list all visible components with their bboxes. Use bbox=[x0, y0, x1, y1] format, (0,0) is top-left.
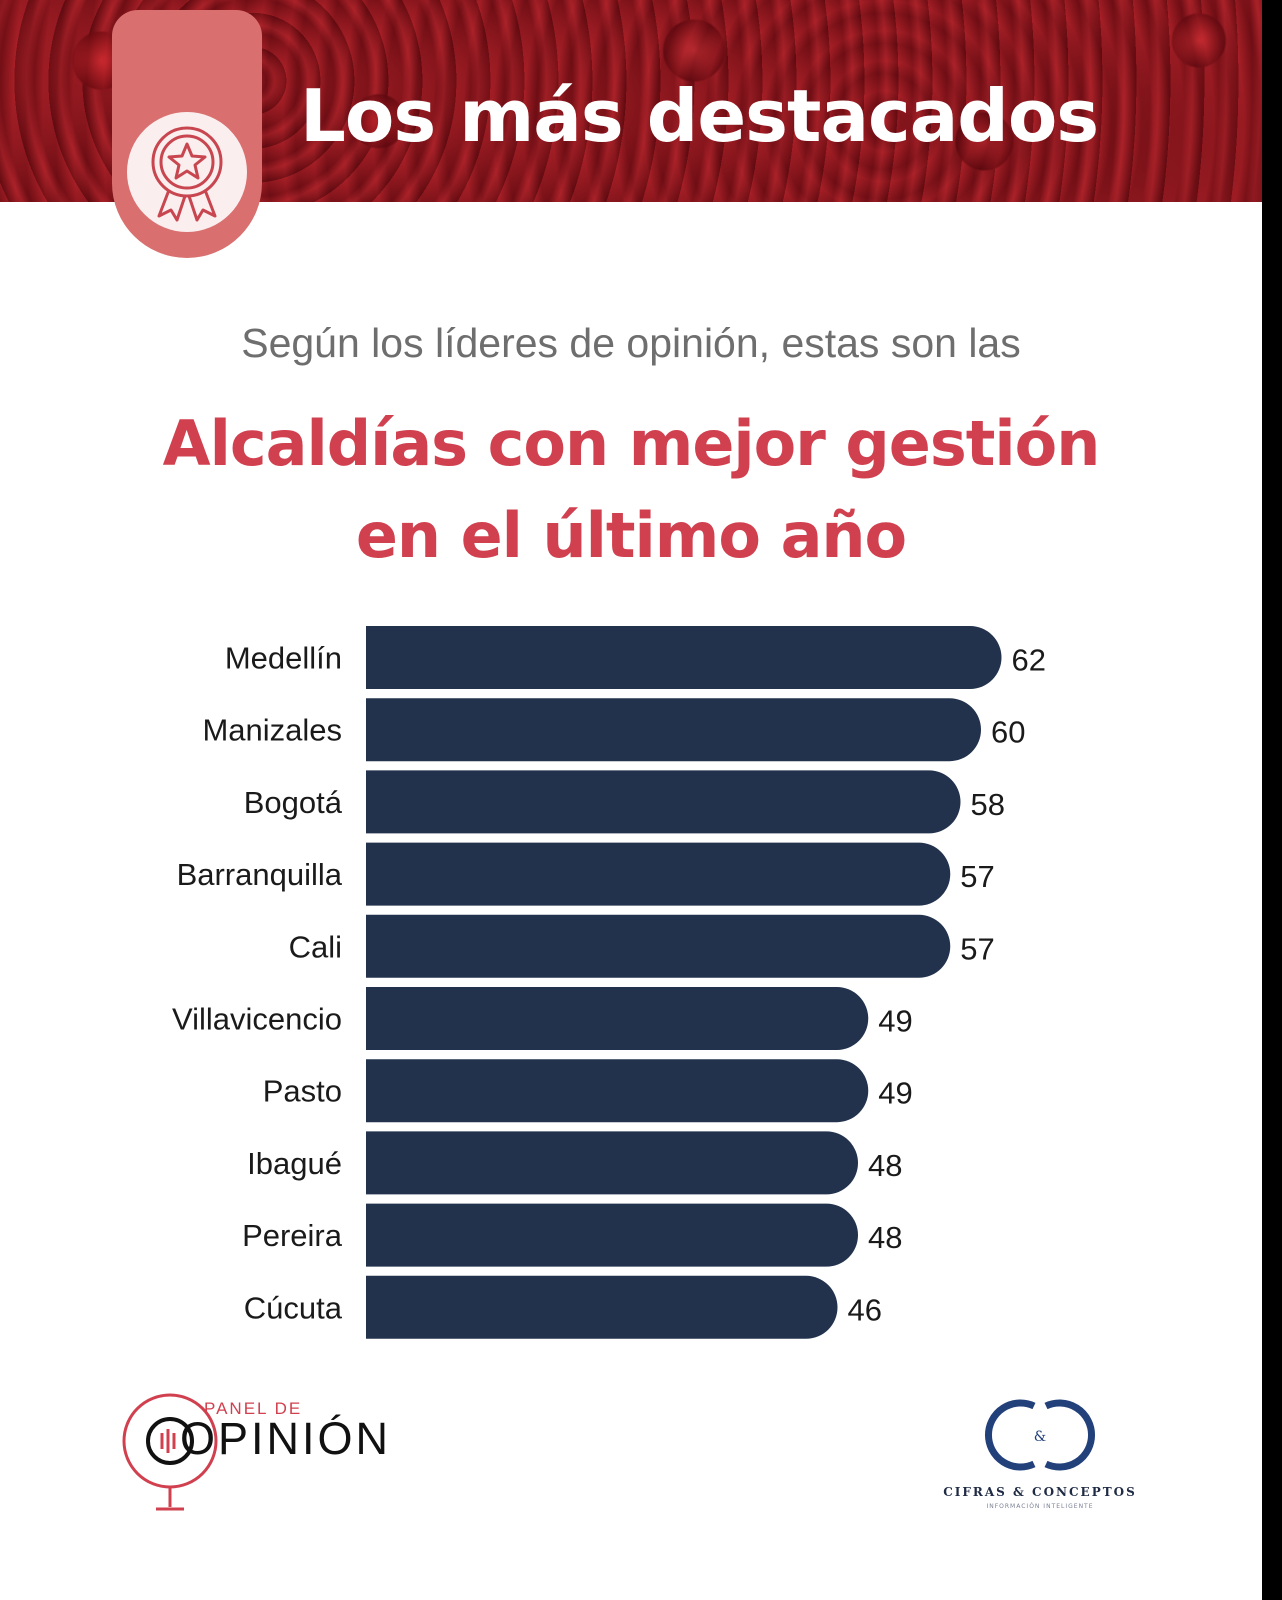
value-label-6: 49 bbox=[878, 1076, 912, 1111]
chart-subtitle: Según los líderes de opinión, estas son … bbox=[241, 320, 1021, 366]
value-label-5: 49 bbox=[878, 1004, 912, 1039]
category-label-3: Barranquilla bbox=[177, 857, 343, 892]
value-label-8: 48 bbox=[868, 1220, 902, 1255]
value-label-3: 57 bbox=[960, 859, 994, 894]
chart-title-line-2: en el último año bbox=[355, 499, 907, 572]
banner-title: Los más destacados bbox=[300, 74, 1099, 158]
category-label-8: Pereira bbox=[242, 1218, 343, 1253]
value-label-1: 60 bbox=[991, 715, 1025, 750]
bar-4 bbox=[366, 914, 951, 978]
logo-left-big-text: OPINIÓN bbox=[180, 1413, 392, 1464]
category-label-6: Pasto bbox=[263, 1074, 342, 1109]
category-label-0: Medellín bbox=[225, 641, 342, 676]
bar-3 bbox=[366, 842, 951, 906]
bar-8 bbox=[366, 1203, 859, 1267]
category-label-2: Bogotá bbox=[244, 785, 343, 820]
bar-5 bbox=[366, 987, 869, 1050]
bar-9 bbox=[366, 1275, 838, 1339]
category-label-9: Cúcuta bbox=[244, 1290, 343, 1325]
category-label-5: Villavicencio bbox=[172, 1002, 342, 1037]
category-label-7: Ibagué bbox=[247, 1146, 342, 1181]
chart-title-line-1: Alcaldías con mejor gestión bbox=[162, 407, 1101, 480]
microphone-icon bbox=[122, 1393, 218, 1511]
panel-de-opinion-logo: PANEL DE OPINIÓN bbox=[118, 1385, 398, 1515]
bar-7 bbox=[366, 1131, 859, 1195]
logo-right-tagline: INFORMACIÓN INTELIGENTE bbox=[986, 1503, 1094, 1510]
value-label-2: 58 bbox=[971, 787, 1005, 822]
logo-left-small-text: PANEL DE bbox=[204, 1399, 303, 1418]
cc-monogram-ampersand: & bbox=[1034, 1429, 1046, 1445]
cifras-conceptos-logo: & CIFRAS & CONCEPTOS INFORMACIÓN INTELIG… bbox=[940, 1390, 1140, 1520]
category-label-4: Cali bbox=[289, 929, 342, 964]
category-label-1: Manizales bbox=[202, 713, 342, 748]
value-label-0: 62 bbox=[1012, 643, 1046, 678]
logo-right-name: CIFRAS & CONCEPTOS bbox=[943, 1485, 1137, 1499]
bar-2 bbox=[366, 770, 961, 834]
bar-1 bbox=[366, 698, 982, 762]
value-label-9: 46 bbox=[848, 1292, 882, 1327]
bar-6 bbox=[366, 1059, 869, 1123]
value-label-7: 48 bbox=[868, 1148, 902, 1183]
chart-title: Alcaldías con mejor gestión en el último… bbox=[0, 398, 1262, 582]
value-label-4: 57 bbox=[960, 931, 994, 966]
bar-0 bbox=[366, 626, 1002, 689]
award-ribbon-icon bbox=[127, 112, 247, 232]
cc-monogram-icon: & bbox=[984, 1399, 1096, 1471]
